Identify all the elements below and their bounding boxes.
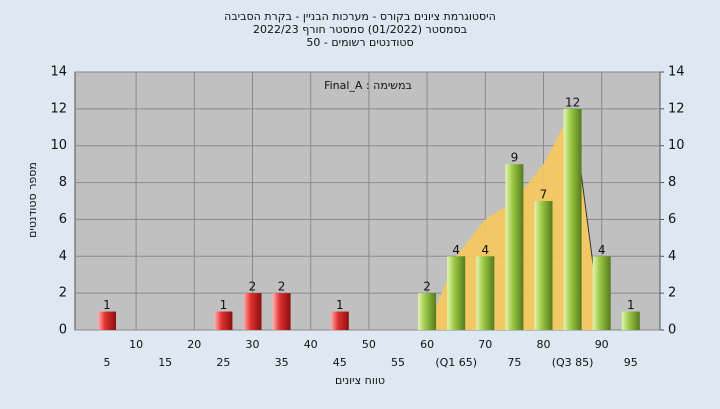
y-axis-label: מספר סטודנטים [26, 162, 39, 238]
bar [330, 311, 349, 330]
value-label: 4 [598, 243, 606, 257]
x-tick-label: 40 [304, 338, 318, 351]
y-tick-label: 12 [50, 101, 67, 116]
bar [98, 311, 116, 330]
y-tick-label: 0 [59, 323, 67, 338]
bar [621, 311, 640, 330]
y2-tick-label: 0 [668, 323, 676, 338]
bar [505, 164, 524, 330]
x-tick-label: 55 [391, 356, 405, 369]
x-tick-label: 80 [537, 338, 551, 351]
x-axis-label: טווח ציונים [335, 374, 385, 387]
value-label: 1 [336, 298, 344, 312]
bar [592, 256, 611, 330]
x-tick-label: 25 [216, 356, 230, 369]
chart-subtitle: בסמסטר (01/2022) סמסטר חורף 2022/23 [253, 23, 467, 36]
y2-tick-label: 6 [668, 212, 676, 227]
x-tick-label: 95 [624, 356, 638, 369]
bar [243, 293, 262, 330]
y2-tick-label: 8 [668, 175, 676, 190]
bar [214, 311, 233, 330]
x-tick-label: 45 [333, 356, 347, 369]
annotation: Final_A : במשימה [324, 79, 412, 92]
y-tick-label: 8 [59, 175, 67, 190]
x-tick-label: 70 [478, 338, 492, 351]
x-tick-label: 35 [275, 356, 289, 369]
value-label: 1 [627, 298, 635, 312]
bar [476, 256, 495, 330]
value-label: 1 [103, 298, 111, 312]
x-tick-label: 30 [246, 338, 260, 351]
x-tick-label: (Q1 65) [435, 356, 477, 369]
x-tick-label: 50 [362, 338, 376, 351]
y2-tick-label: 10 [668, 138, 685, 153]
bar [418, 293, 437, 330]
x-tick-label: 20 [187, 338, 201, 351]
y2-tick-label: 14 [668, 65, 685, 80]
bar [272, 293, 291, 330]
x-tick-label: 5 [104, 356, 111, 369]
value-label: 4 [481, 243, 489, 257]
bar [447, 256, 466, 330]
chart-subtitle: סטודנטים רשומים - 50 [306, 36, 413, 49]
y-tick-label: 14 [50, 65, 67, 80]
value-label: 4 [452, 243, 460, 257]
value-label: 1 [220, 298, 228, 312]
value-label: 12 [565, 95, 580, 109]
bar [563, 108, 582, 330]
y-tick-label: 4 [59, 249, 67, 264]
y-tick-label: 6 [59, 212, 67, 227]
y-tick-label: 2 [59, 286, 67, 301]
x-tick-label: 90 [595, 338, 609, 351]
value-label: 2 [278, 280, 286, 294]
x-tick-label: (Q3 85) [552, 356, 594, 369]
value-label: 2 [249, 280, 257, 294]
y2-tick-label: 2 [668, 286, 676, 301]
bar [534, 201, 553, 330]
chart-title: היסטוגרמת ציונים בקורס - מערכות הבניין -… [224, 10, 496, 23]
value-label: 9 [511, 151, 519, 165]
value-label: 7 [540, 188, 548, 202]
x-tick-label: 75 [507, 356, 521, 369]
x-tick-label: 60 [420, 338, 434, 351]
x-tick-label: 15 [158, 356, 172, 369]
y2-tick-label: 12 [668, 101, 685, 116]
value-label: 2 [423, 280, 431, 294]
y-tick-label: 10 [50, 138, 67, 153]
x-tick-label: 10 [129, 338, 143, 351]
y2-tick-label: 4 [668, 249, 676, 264]
